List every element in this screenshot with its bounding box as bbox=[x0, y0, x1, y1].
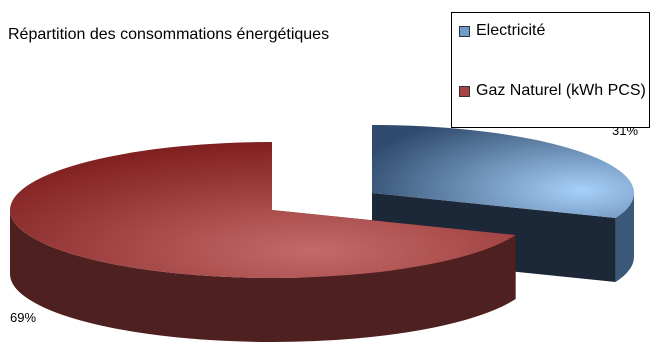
legend: Electricité Gaz Naturel (kWh PCS) bbox=[451, 12, 650, 128]
legend-label: Electricité bbox=[476, 22, 546, 39]
chart-title: Répartition des consommations énergétiqu… bbox=[8, 26, 330, 43]
legend-label: Gaz Naturel (kWh PCS) bbox=[476, 82, 646, 99]
legend-swatch bbox=[459, 26, 470, 37]
pie-slice bbox=[9, 142, 516, 278]
legend-swatch bbox=[459, 86, 470, 97]
slice-wall bbox=[10, 210, 516, 342]
legend-entry: Gaz Naturel (kWh PCS) bbox=[459, 81, 646, 101]
slice-wall bbox=[615, 193, 634, 283]
pie-slice bbox=[372, 125, 634, 219]
data-label: 69% bbox=[10, 310, 36, 325]
legend-entry: Electricité bbox=[459, 21, 646, 41]
